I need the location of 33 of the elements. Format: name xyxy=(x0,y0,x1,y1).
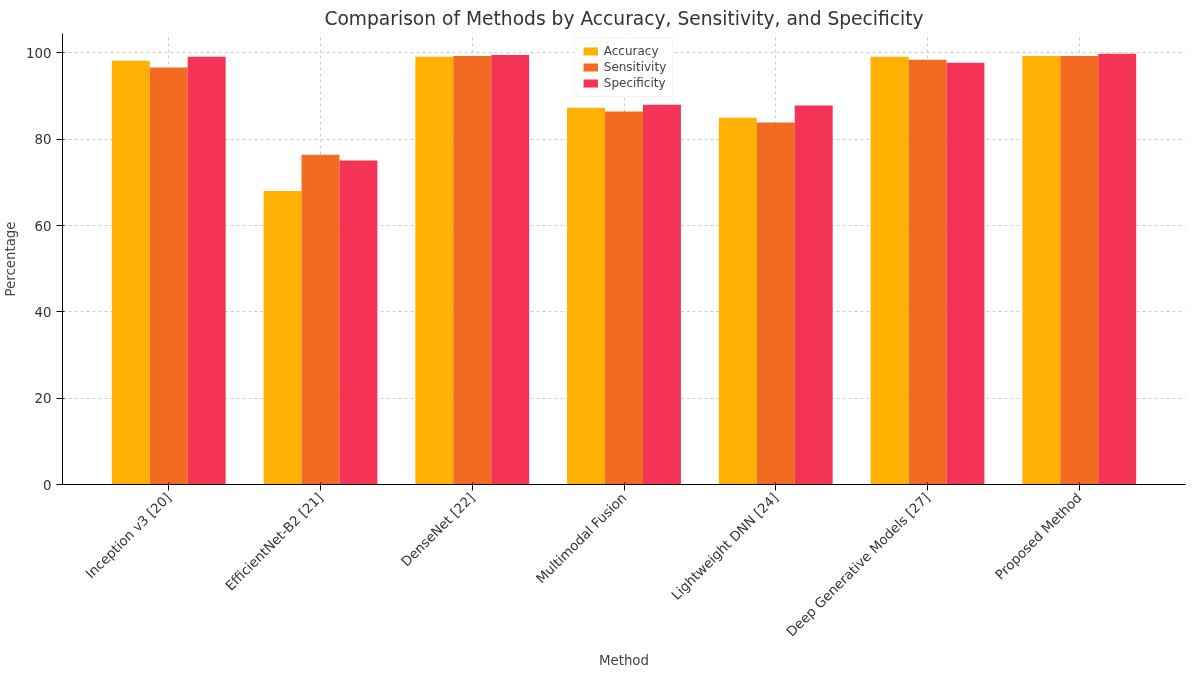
y-tick-label: 100 xyxy=(26,45,52,61)
bar xyxy=(642,104,681,485)
bar xyxy=(1022,55,1061,485)
bar xyxy=(946,62,985,485)
bar xyxy=(870,56,909,485)
bar xyxy=(491,55,530,485)
bar xyxy=(415,56,454,485)
y-tick-label: 20 xyxy=(34,391,52,407)
bar xyxy=(263,191,302,485)
y-tick-label: 0 xyxy=(43,477,52,493)
bar xyxy=(339,160,378,485)
y-tick-label: 80 xyxy=(34,132,52,148)
bar xyxy=(567,107,606,485)
bar xyxy=(908,59,947,485)
bar xyxy=(1098,53,1137,485)
y-tick-label: 40 xyxy=(34,304,52,320)
legend-label: Sensitivity xyxy=(603,60,667,74)
legend-label: Accuracy xyxy=(603,44,659,58)
bar xyxy=(149,67,188,485)
bar xyxy=(605,111,643,485)
bar xyxy=(187,56,226,485)
bar xyxy=(453,55,492,485)
chart-title: Comparison of Methods by Accuracy, Sensitivity, and Specificity xyxy=(324,7,924,29)
y-axis-title: Percentage xyxy=(3,221,19,297)
legend-label: Specificity xyxy=(603,76,666,90)
bar xyxy=(718,117,757,485)
x-axis-title: Method xyxy=(599,652,650,668)
bar xyxy=(111,60,150,485)
bar xyxy=(1060,55,1099,485)
y-tick-label: 60 xyxy=(34,218,52,234)
bar xyxy=(794,105,833,485)
bar xyxy=(756,122,795,485)
bar xyxy=(301,154,340,485)
